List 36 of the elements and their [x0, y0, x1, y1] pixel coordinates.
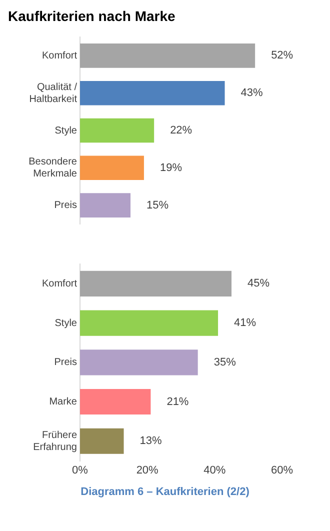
- data-label: 43%: [240, 87, 263, 100]
- data-label: 22%: [170, 124, 192, 137]
- y-tick-label: Style: [54, 125, 78, 136]
- bar: [80, 350, 198, 376]
- bar: [80, 193, 130, 218]
- y-tick-label: Komfort: [42, 278, 78, 290]
- text: Diagramm 6 – Kaufkriterien (2/2): [80, 486, 250, 498]
- bar: [80, 388, 151, 415]
- y-tick-label: Marke: [49, 396, 78, 408]
- y-tick-label: Frühere Erfahrung: [33, 430, 78, 453]
- y-tick-label: Preis: [54, 200, 77, 212]
- data-label: 19%: [160, 162, 182, 174]
- bar: [80, 310, 218, 336]
- data-label: 13%: [140, 435, 162, 448]
- chart-title: Kaufkriterien nach Marke: [8, 8, 176, 24]
- data-label: 35%: [214, 356, 236, 368]
- bar: [80, 270, 232, 296]
- bar: [80, 156, 144, 180]
- data-label: 52%: [271, 50, 294, 62]
- y-tick-label: Komfort: [42, 50, 78, 62]
- bar: [80, 80, 225, 106]
- y-tick-label: Style: [54, 318, 78, 329]
- data-label: 41%: [234, 317, 256, 330]
- x-tick-label: 40%: [204, 464, 226, 476]
- data-label: 15%: [146, 199, 169, 212]
- bar: [80, 428, 124, 454]
- bar: [80, 44, 256, 68]
- x-tick-label: 60%: [270, 464, 294, 476]
- x-tick-label: 0%: [72, 464, 88, 476]
- y-tick-label: Besondere Merkmale: [28, 156, 78, 180]
- bar: [80, 118, 154, 143]
- y-tick-label: Qualität / Haltbarkeit: [29, 82, 78, 105]
- data-label: 45%: [248, 278, 270, 290]
- y-tick-label: Preis: [54, 357, 77, 368]
- data-label: 21%: [166, 396, 189, 408]
- x-tick-label: 20%: [136, 464, 159, 476]
